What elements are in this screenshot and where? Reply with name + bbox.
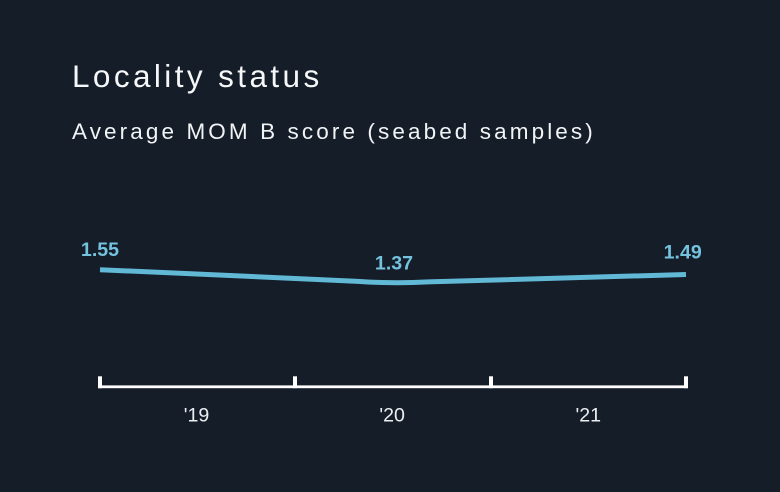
svg-text:'21: '21 [576,405,602,427]
svg-text:'20: '20 [379,405,405,427]
svg-text:'19: '19 [184,405,210,427]
svg-text:1.49: 1.49 [664,242,702,264]
svg-text:1.55: 1.55 [81,239,119,261]
svg-text:1.37: 1.37 [375,253,413,275]
